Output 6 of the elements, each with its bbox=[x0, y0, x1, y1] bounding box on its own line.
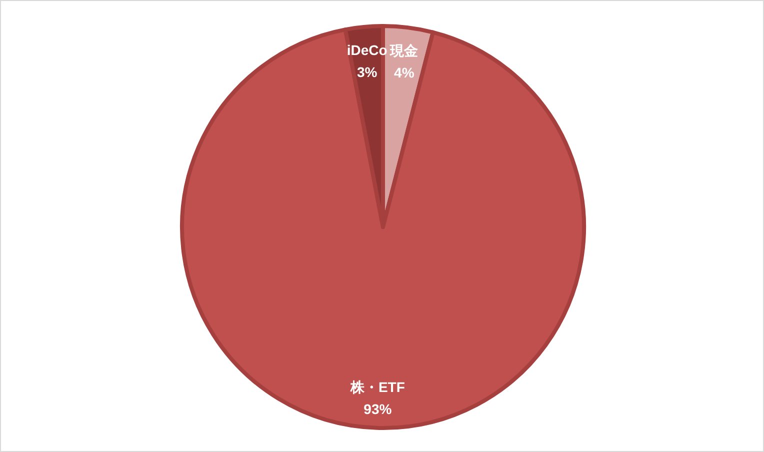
data-label: 93% bbox=[364, 400, 392, 417]
slice-label: iDeCo bbox=[346, 42, 388, 58]
slice-label: 株・ETF bbox=[349, 378, 406, 395]
data-label: 4% bbox=[394, 64, 415, 80]
slice-label: 現金 bbox=[389, 42, 420, 58]
data-label: 3% bbox=[356, 64, 378, 80]
